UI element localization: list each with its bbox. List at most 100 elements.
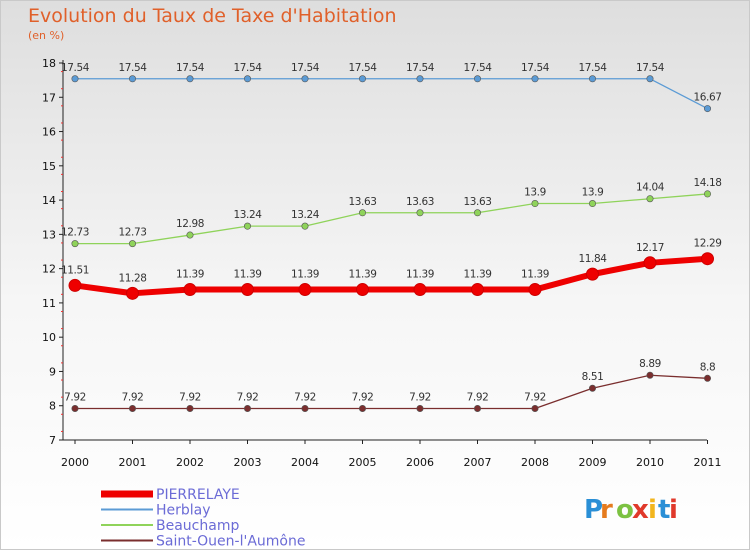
data-point	[358, 209, 366, 217]
data-label: 7.92	[524, 391, 546, 403]
data-point	[186, 231, 194, 239]
data-label: 11.39	[521, 269, 549, 281]
data-point	[244, 222, 252, 230]
y-tick-label: 18	[42, 57, 56, 70]
x-tick-label: 2002	[176, 456, 204, 469]
data-label: 7.92	[64, 391, 86, 403]
data-label: 11.84	[578, 253, 607, 265]
data-point	[241, 283, 254, 297]
data-point	[646, 75, 654, 83]
logo-letter: x	[632, 495, 649, 525]
series-line-pierrelaye	[74, 255, 708, 297]
data-label: 11.39	[291, 269, 319, 281]
data-label: 11.39	[406, 269, 434, 281]
legend: PIERRELAYEHerblayBeauchampSaint-Ouen-l'A…	[101, 487, 305, 549]
data-label: 13.9	[582, 187, 604, 199]
x-tick-label: 2010	[636, 456, 664, 469]
data-label: 14.04	[636, 182, 665, 194]
data-label: 7.92	[294, 391, 316, 403]
data-point	[473, 404, 481, 412]
data-point	[416, 209, 424, 217]
data-point	[183, 283, 197, 297]
data-point	[301, 222, 309, 230]
y-tick-label: 7	[49, 434, 56, 447]
data-label: 17.54	[521, 62, 550, 74]
data-label: 8.89	[639, 358, 661, 370]
data-label: 17.54	[118, 62, 147, 74]
data-label: 17.54	[176, 62, 205, 74]
data-point	[643, 256, 657, 270]
data-label: 11.39	[463, 269, 491, 281]
legend-label: Herblay	[156, 503, 211, 519]
data-point	[646, 195, 654, 203]
y-tick-label: 10	[42, 331, 56, 344]
data-label: 11.39	[348, 269, 376, 281]
x-tick-label: 2008	[521, 456, 549, 469]
data-point	[71, 75, 79, 83]
data-point	[356, 283, 369, 297]
data-point	[588, 75, 596, 83]
y-axis-unit: (en %)	[28, 29, 65, 42]
logo-letter: r	[600, 495, 613, 525]
data-label: 13.63	[406, 196, 434, 208]
data-label: 17.54	[291, 62, 320, 74]
logo-letter: P	[584, 495, 603, 525]
x-tick-label: 2003	[234, 456, 262, 469]
series-line-beauchamp	[75, 193, 708, 245]
data-point	[301, 75, 309, 83]
legend-label: Beauchamp	[156, 518, 239, 534]
data-point	[244, 404, 252, 412]
data-point	[646, 371, 654, 379]
data-label: 11.39	[233, 269, 261, 281]
data-label: 13.63	[463, 196, 491, 208]
data-point	[703, 190, 711, 198]
data-point	[126, 286, 139, 300]
data-label: 12.29	[693, 238, 721, 250]
legend-label: PIERRELAYE	[156, 487, 240, 503]
data-point	[471, 283, 484, 297]
data-label: 7.92	[467, 391, 489, 403]
data-label: 17.54	[578, 62, 607, 74]
data-point	[301, 404, 309, 412]
data-point	[473, 75, 481, 83]
data-label: 8.51	[582, 371, 604, 383]
data-label: 12.98	[176, 218, 204, 230]
data-point	[298, 283, 312, 297]
axes: 7 8 9 10 11 12 13 14 15 16 17 18 2000 2001 2002 2003 200…	[42, 57, 722, 469]
data-labels: 17.54 17.54 17.54 17.54 17.54 17.54 17.54 17.54…	[61, 62, 722, 404]
y-tick-label: 13	[42, 228, 56, 241]
data-label: 7.92	[122, 391, 144, 403]
data-point	[531, 200, 539, 208]
logo-letter: o	[616, 495, 634, 525]
x-tick-label: 2001	[119, 456, 147, 469]
x-tick-label: 2006	[406, 456, 434, 469]
legend-label: Saint-Ouen-l'Aumône	[156, 534, 305, 550]
data-point	[703, 374, 711, 382]
data-point	[416, 404, 424, 412]
x-tick-label: 2000	[61, 456, 89, 469]
data-point	[129, 240, 137, 248]
data-label: 14.18	[693, 177, 721, 189]
data-label: 17.54	[61, 62, 90, 74]
data-label: 13.63	[348, 196, 376, 208]
y-tick-label: 16	[42, 126, 56, 139]
x-tick-label: 2011	[694, 456, 722, 469]
x-tick-label: 2007	[464, 456, 492, 469]
data-point	[473, 209, 481, 217]
chart-title: Evolution du Taux de Taxe d'Habitation	[28, 5, 397, 27]
series-layer	[68, 75, 714, 412]
y-tick-label: 12	[42, 263, 56, 276]
x-tick-label: 2005	[349, 456, 377, 469]
data-point	[413, 283, 427, 297]
data-label: 7.92	[352, 391, 374, 403]
data-label: 17.54	[348, 62, 377, 74]
data-point	[358, 404, 366, 412]
data-label: 7.92	[179, 391, 201, 403]
data-point	[358, 75, 366, 83]
data-label: 17.54	[636, 62, 665, 74]
data-point	[71, 404, 79, 412]
data-label: 12.17	[636, 242, 664, 254]
data-point	[588, 384, 596, 392]
